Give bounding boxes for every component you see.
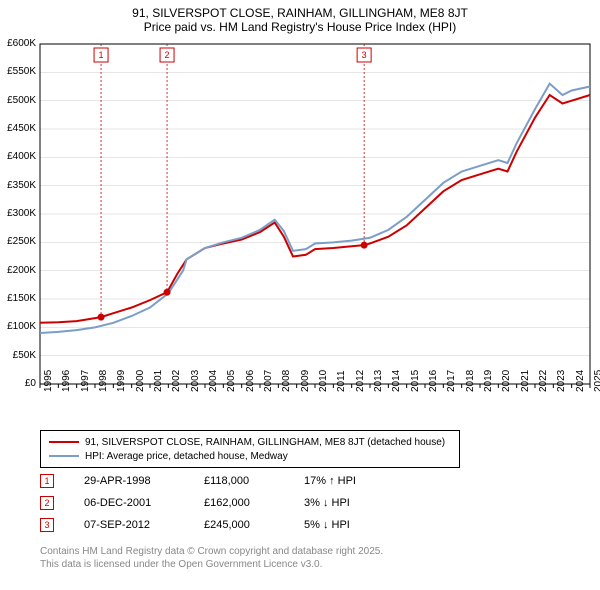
footer-line1: Contains HM Land Registry data © Crown c… (40, 545, 383, 558)
line-chart: 1 2 3 (40, 44, 590, 384)
y-axis-label: £250K (0, 236, 36, 247)
x-axis-label: 2021 (520, 370, 531, 392)
legend-item: HPI: Average price, detached house, Medw… (49, 449, 451, 463)
x-axis-label: 2009 (300, 370, 311, 392)
x-axis-label: 2004 (208, 370, 219, 392)
x-axis-label: 2024 (575, 370, 586, 392)
marker-box: 2 (40, 496, 54, 510)
legend-label: 91, SILVERSPOT CLOSE, RAINHAM, GILLINGHA… (85, 437, 445, 448)
x-axis-label: 2002 (171, 370, 182, 392)
y-axis-label: £50K (0, 350, 36, 361)
x-axis-label: 2018 (465, 370, 476, 392)
y-axis-label: £0 (0, 378, 36, 389)
y-axis-label: £450K (0, 123, 36, 134)
marker-price: £118,000 (204, 475, 274, 487)
legend-item: 91, SILVERSPOT CLOSE, RAINHAM, GILLINGHA… (49, 435, 451, 449)
legend-label: HPI: Average price, detached house, Medw… (85, 451, 288, 462)
chart-marker-1: 1 (94, 48, 108, 62)
x-axis-label: 2008 (281, 370, 292, 392)
chart-area: 123 £0£50K£100K£150K£200K£250K£300K£350K… (40, 44, 590, 384)
x-axis-label: 1999 (116, 370, 127, 392)
title-line1: 91, SILVERSPOT CLOSE, RAINHAM, GILLINGHA… (0, 6, 600, 20)
titles: 91, SILVERSPOT CLOSE, RAINHAM, GILLINGHA… (0, 0, 600, 34)
legend-swatch (49, 455, 79, 457)
x-axis-label: 2003 (190, 370, 201, 392)
x-axis-label: 2023 (556, 370, 567, 392)
x-axis-label: 2012 (355, 370, 366, 392)
chart-marker-2: 2 (160, 48, 174, 62)
marker-date: 06-DEC-2001 (84, 497, 174, 509)
y-axis-label: £100K (0, 321, 36, 332)
marker-pct: 17% ↑ HPI (304, 475, 384, 487)
x-axis-label: 2007 (263, 370, 274, 392)
x-axis-label: 2015 (410, 370, 421, 392)
x-axis-label: 2014 (391, 370, 402, 392)
x-axis-label: 2017 (446, 370, 457, 392)
y-axis-label: £550K (0, 66, 36, 77)
marker-date: 29-APR-1998 (84, 475, 174, 487)
marker-table-row: 2 06-DEC-2001 £162,000 3% ↓ HPI (40, 492, 384, 514)
x-axis-label: 1995 (43, 370, 54, 392)
marker-box: 1 (40, 474, 54, 488)
marker-table-row: 1 29-APR-1998 £118,000 17% ↑ HPI (40, 470, 384, 492)
marker-table: 1 29-APR-1998 £118,000 17% ↑ HPI 2 06-DEC-200… (40, 470, 384, 536)
title-line2: Price paid vs. HM Land Registry's House … (0, 20, 600, 34)
x-axis-label: 1996 (61, 370, 72, 392)
series-hpi (40, 84, 590, 333)
chart-marker-3: 3 (357, 48, 371, 62)
marker-pct: 3% ↓ HPI (304, 497, 384, 509)
marker-box: 3 (40, 518, 54, 532)
svg-text:3: 3 (362, 50, 367, 60)
marker-date: 07-SEP-2012 (84, 519, 174, 531)
x-axis-label: 2000 (135, 370, 146, 392)
y-axis-label: £150K (0, 293, 36, 304)
marker-price: £162,000 (204, 497, 274, 509)
y-axis-label: £200K (0, 265, 36, 276)
x-axis-label: 2019 (483, 370, 494, 392)
legend-swatch (49, 441, 79, 443)
marker-table-row: 3 07-SEP-2012 £245,000 5% ↓ HPI (40, 514, 384, 536)
x-axis-label: 2005 (226, 370, 237, 392)
x-axis-label: 2010 (318, 370, 329, 392)
y-axis-label: £350K (0, 180, 36, 191)
x-axis-label: 2016 (428, 370, 439, 392)
legend: 91, SILVERSPOT CLOSE, RAINHAM, GILLINGHA… (40, 430, 460, 468)
x-axis-label: 2022 (538, 370, 549, 392)
marker-price: £245,000 (204, 519, 274, 531)
x-axis-label: 2006 (245, 370, 256, 392)
x-axis-label: 2011 (336, 370, 347, 392)
y-axis-label: £300K (0, 208, 36, 219)
x-axis-label: 2020 (501, 370, 512, 392)
chart-container: 91, SILVERSPOT CLOSE, RAINHAM, GILLINGHA… (0, 0, 600, 590)
marker-pct: 5% ↓ HPI (304, 519, 384, 531)
svg-text:1: 1 (99, 50, 104, 60)
x-axis-label: 1997 (80, 370, 91, 392)
svg-text:2: 2 (165, 50, 170, 60)
x-axis-label: 2001 (153, 370, 164, 392)
y-axis-label: £400K (0, 151, 36, 162)
footer-line2: This data is licensed under the Open Gov… (40, 558, 383, 571)
y-axis-label: £600K (0, 38, 36, 49)
y-axis-label: £500K (0, 95, 36, 106)
x-axis-label: 1998 (98, 370, 109, 392)
footer: Contains HM Land Registry data © Crown c… (40, 545, 383, 571)
x-axis-label: 2025 (593, 370, 600, 392)
x-axis-label: 2013 (373, 370, 384, 392)
